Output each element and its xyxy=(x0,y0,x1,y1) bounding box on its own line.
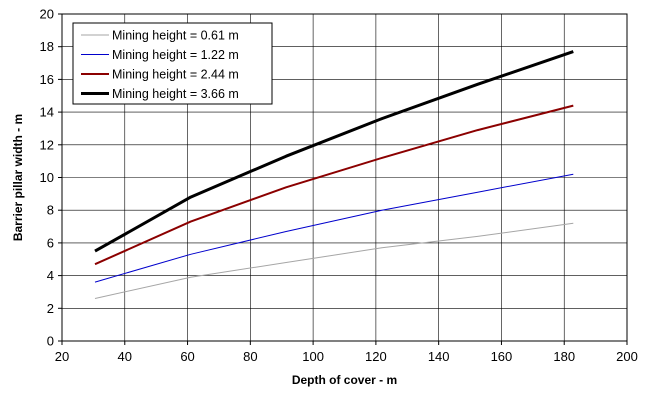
x-tick-label: 20 xyxy=(55,349,69,364)
x-tick-label: 200 xyxy=(616,349,638,364)
x-tick-label: 60 xyxy=(180,349,194,364)
series-line-3 xyxy=(94,104,574,266)
x-tick-label: 40 xyxy=(118,349,132,364)
series-lines xyxy=(94,50,574,299)
legend: Mining height = 0.61 m Mining height = 1.… xyxy=(72,22,273,105)
x-tick-label: 80 xyxy=(243,349,257,364)
x-tick-label: 120 xyxy=(365,349,387,364)
x-tick-label: 140 xyxy=(428,349,450,364)
y-tick-label: 6 xyxy=(47,235,54,250)
y-tick-label: 16 xyxy=(40,72,54,87)
x-tick-label: 100 xyxy=(302,349,324,364)
y-tick-label: 10 xyxy=(40,170,54,185)
legend-label: Mining height = 0.61 m xyxy=(112,29,239,43)
y-axis-label: Barrier pillar width - m xyxy=(11,114,25,241)
y-tick-label: 0 xyxy=(47,334,54,349)
legend-label: Mining height = 2.44 m xyxy=(112,68,239,82)
series-line-4 xyxy=(94,50,574,253)
y-tick-label: 18 xyxy=(40,39,54,54)
legend-label: Mining height = 3.66 m xyxy=(112,87,239,101)
legend-label: Mining height = 1.22 m xyxy=(112,48,239,62)
y-tick-label: 14 xyxy=(40,105,54,120)
y-tick-label: 12 xyxy=(40,137,54,152)
series-line-1 xyxy=(94,222,574,299)
series-line-2 xyxy=(94,173,574,283)
legend-box xyxy=(72,22,273,105)
y-tick-label: 4 xyxy=(47,268,54,283)
y-tick-label: 20 xyxy=(40,7,54,22)
y-tick-label: 8 xyxy=(47,203,54,218)
x-axis-label: Depth of cover - m xyxy=(292,373,397,387)
x-tick-label: 160 xyxy=(491,349,513,364)
y-tick-label: 2 xyxy=(47,301,54,316)
tick-labels: 0 2 4 6 8 10 12 14 16 18 20 20 40 60 80 100 120 140 160 180… xyxy=(40,7,638,365)
x-tick-label: 180 xyxy=(553,349,575,364)
